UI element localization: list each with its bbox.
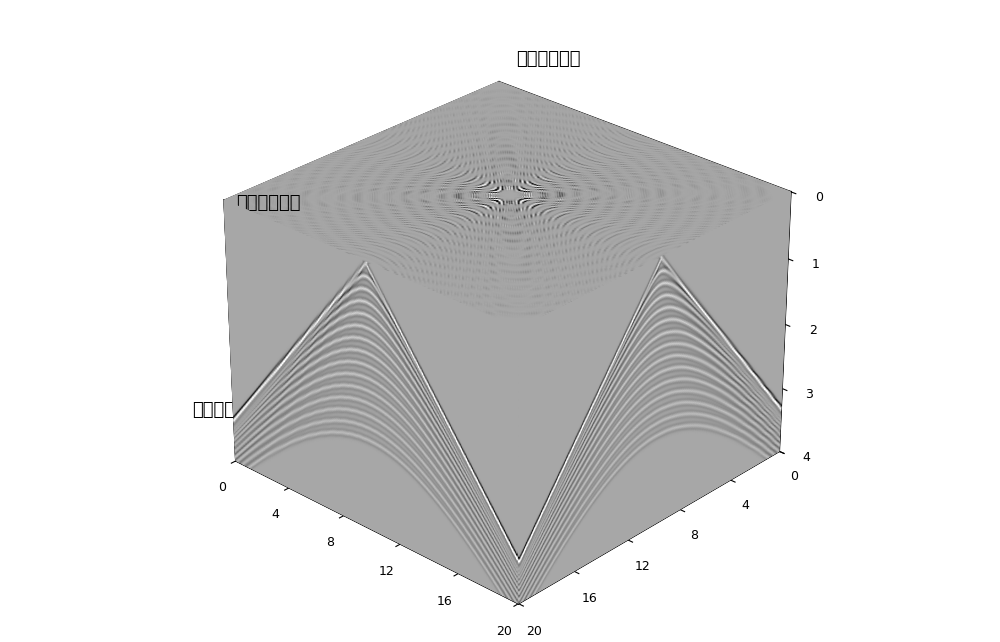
Text: 时间（秒）: 时间（秒） [193,401,246,419]
Text: 距离（公里）: 距离（公里） [236,194,300,212]
Text: 距离（公里）: 距离（公里） [517,51,581,69]
